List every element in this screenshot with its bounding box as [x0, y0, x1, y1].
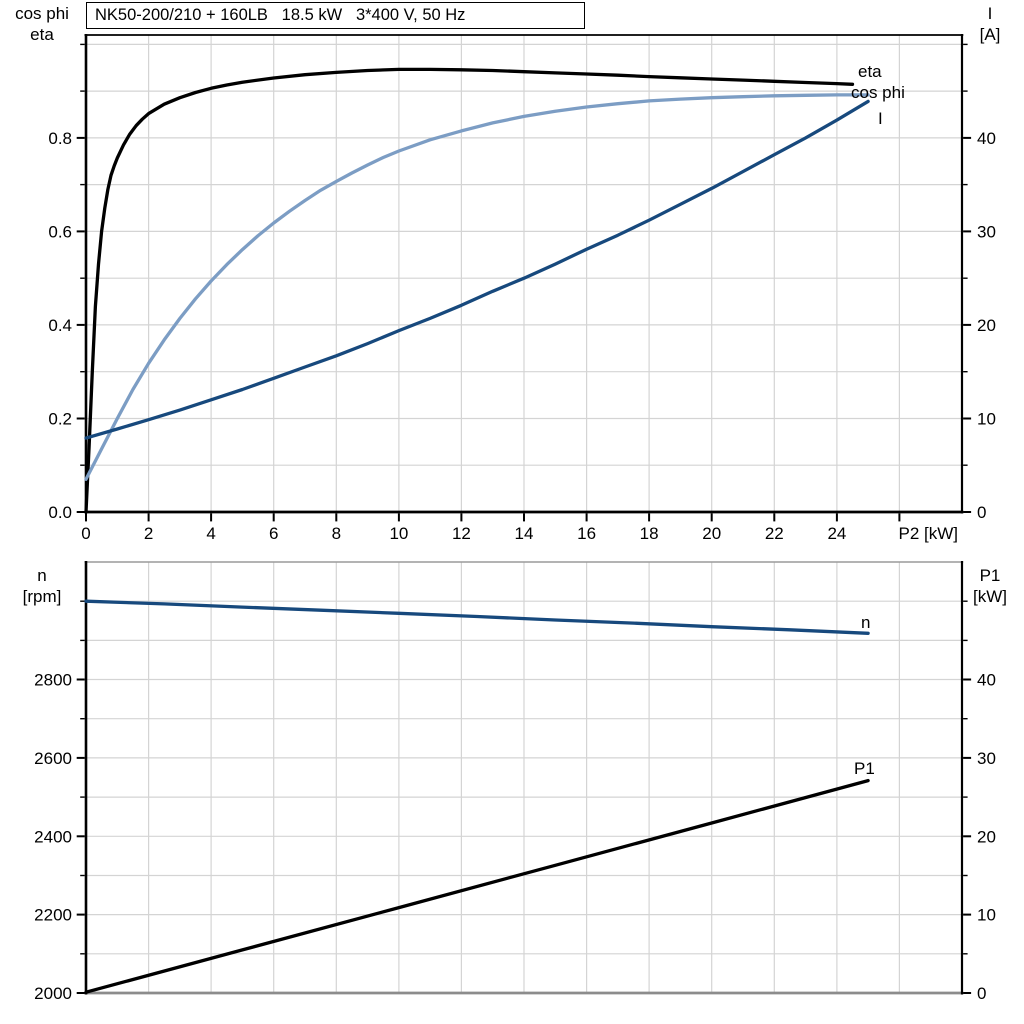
- x-tick-label: 22: [765, 524, 784, 543]
- series-line-I: [84, 99, 870, 440]
- y-tick-label: 2000: [34, 984, 72, 1003]
- bottom-chart: 2000 2200 2400 2600 2800 0 10 20 30 40 n P1: [34, 561, 996, 1003]
- y-tick-label: 0.8: [48, 129, 72, 148]
- ticks: [76, 600, 972, 994]
- x-tick-label: 0: [81, 524, 90, 543]
- series-line-P1: [84, 778, 870, 994]
- y-tick-label: 20: [977, 316, 996, 335]
- y-tick-label: 0: [977, 984, 986, 1003]
- x-tick-label: 24: [827, 524, 846, 543]
- y-tick-label: 2800: [34, 671, 72, 690]
- y-tick-label: 0: [977, 503, 986, 522]
- series-label-cos-phi: cos phi: [851, 83, 905, 102]
- chart-title-box: NK50-200/210 + 160LB 18.5 kW 3*400 V, 50…: [86, 2, 585, 29]
- series-label-n: n: [861, 613, 870, 632]
- y-tick-label: 0.4: [48, 316, 72, 335]
- x-tick-label: 20: [702, 524, 721, 543]
- axis-title-speed-unit: [rpm]: [22, 587, 62, 606]
- y-tick-label: 2200: [34, 906, 72, 925]
- top-left-axis-title: cos phi eta: [4, 3, 80, 45]
- x-tick-label: 2: [144, 524, 153, 543]
- axis-title-eta: eta: [30, 25, 54, 44]
- x-tick-label: 18: [640, 524, 659, 543]
- x-axis-label: P2 [kW]: [898, 524, 958, 543]
- axis-title-cos-phi: cos phi: [15, 4, 69, 23]
- bottom-right-axis-title: P1 [kW]: [960, 565, 1020, 607]
- y-tick-label: 40: [977, 671, 996, 690]
- x-tick-label: 8: [332, 524, 341, 543]
- series-label-P1: P1: [854, 759, 875, 778]
- top-right-axis-title: I [A]: [960, 3, 1020, 45]
- ticks: [76, 43, 972, 522]
- y-tick-label: 10: [977, 410, 996, 429]
- series-label-eta: eta: [858, 62, 882, 81]
- plot-border: [84, 561, 964, 995]
- series-line-n: [84, 599, 870, 635]
- y-tick-label: 2400: [34, 827, 72, 846]
- y-tick-label: 40: [977, 129, 996, 148]
- plot-border: [84, 34, 964, 514]
- series-label-I: I: [878, 109, 883, 128]
- y-tick-label: 0.2: [48, 410, 72, 429]
- x-tick-label: 16: [577, 524, 596, 543]
- y-tick-label: 0.6: [48, 222, 72, 241]
- x-tick-label: 14: [515, 524, 534, 543]
- axis-title-p1-unit: [kW]: [973, 587, 1007, 606]
- y-tick-label: 0.0: [48, 503, 72, 522]
- y-tick-label: 10: [977, 906, 996, 925]
- x-tick-label: 12: [452, 524, 471, 543]
- x-tick-label: 6: [269, 524, 278, 543]
- series-line-eta: [84, 67, 855, 514]
- series-line-cos-phi: [84, 93, 870, 481]
- tick-labels: 2000 2200 2400 2600 2800 0 10 20 30 40: [34, 671, 996, 1004]
- gridlines: [86, 562, 962, 993]
- axis-title-p1: P1: [979, 566, 1001, 585]
- y-tick-label: 30: [977, 749, 996, 768]
- axis-title-speed: n: [37, 566, 47, 585]
- y-tick-label: 20: [977, 827, 996, 846]
- x-tick-label: 4: [206, 524, 215, 543]
- axis-title-current: I: [987, 4, 993, 23]
- x-tick-label: 10: [389, 524, 408, 543]
- chart-title: NK50-200/210 + 160LB 18.5 kW 3*400 V, 50…: [95, 6, 466, 24]
- bottom-left-axis-title: n [rpm]: [4, 565, 80, 607]
- axis-title-current-unit: [A]: [979, 25, 1001, 44]
- y-tick-label: 30: [977, 222, 996, 241]
- y-tick-label: 2600: [34, 749, 72, 768]
